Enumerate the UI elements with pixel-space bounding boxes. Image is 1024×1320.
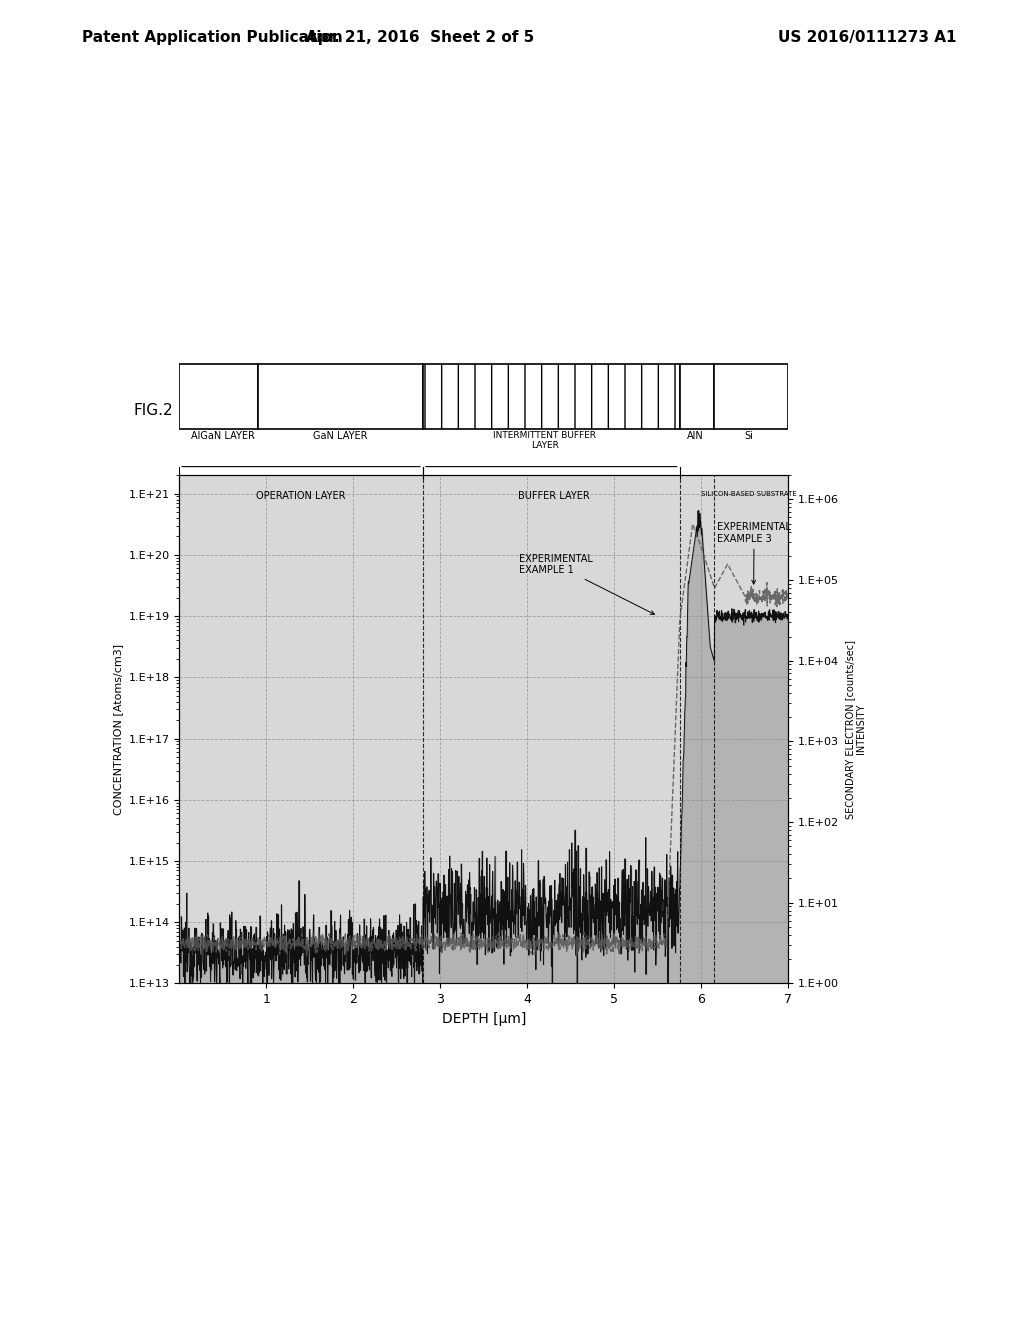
Text: US 2016/0111273 A1: US 2016/0111273 A1 [778,30,956,45]
Text: SILICON-BASED SUBSTRATE: SILICON-BASED SUBSTRATE [701,491,798,496]
Bar [715,364,788,429]
Text: OPERATION LAYER: OPERATION LAYER [256,491,346,500]
Y-axis label: SECONDARY ELECTRON [counts/sec]
INTENSITY: SECONDARY ELECTRON [counts/sec] INTENSIT… [845,640,866,818]
Text: GaN LAYER: GaN LAYER [313,430,368,441]
Bar [423,364,680,429]
Bar [258,364,423,429]
Text: AlN: AlN [687,430,703,441]
Text: Patent Application Publication: Patent Application Publication [82,30,343,45]
Text: Apr. 21, 2016  Sheet 2 of 5: Apr. 21, 2016 Sheet 2 of 5 [306,30,534,45]
Text: EXPERIMENTAL
EXAMPLE 1: EXPERIMENTAL EXAMPLE 1 [518,553,654,614]
Bar [680,364,715,429]
X-axis label: DEPTH [μm]: DEPTH [μm] [441,1011,526,1026]
Text: Si: Si [744,430,754,441]
Y-axis label: CONCENTRATION [Atoms/cm3]: CONCENTRATION [Atoms/cm3] [113,644,123,814]
Text: AlGaN LAYER: AlGaN LAYER [190,430,255,441]
Text: BUFFER LAYER: BUFFER LAYER [517,491,590,500]
Text: EXPERIMENTAL
EXAMPLE 3: EXPERIMENTAL EXAMPLE 3 [717,521,791,583]
Text: INTERMITTENT BUFFER
LAYER: INTERMITTENT BUFFER LAYER [494,430,596,450]
Bar [179,364,258,429]
Text: FIG.2: FIG.2 [133,403,173,417]
